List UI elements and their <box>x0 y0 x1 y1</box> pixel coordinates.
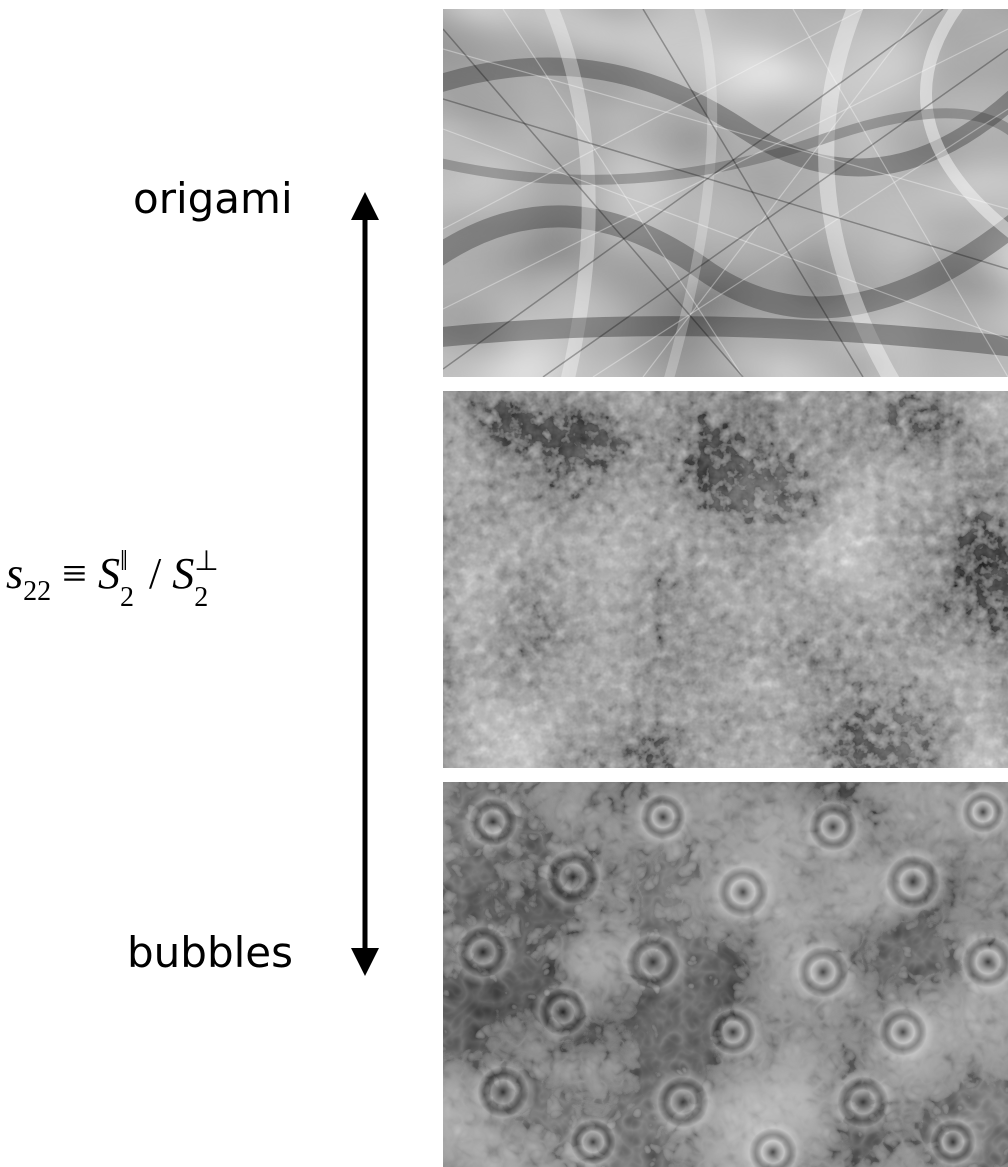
formula-lhs: s <box>6 549 24 598</box>
origami-texture-image <box>443 9 1008 377</box>
formula-numerator-sup: ‖ <box>119 546 128 577</box>
formula-numerator-scripts: ‖ 2 <box>120 548 138 612</box>
formula-numerator-sub: 2 <box>119 582 134 613</box>
formula-lhs-subscript: 22 <box>23 576 52 607</box>
bubbles-label: bubbles <box>127 928 293 977</box>
formula-denominator-scripts: ⊥ 2 <box>194 548 218 612</box>
formula-denominator: S <box>172 549 195 598</box>
s22-formula: s22 ≡ S ‖ 2 / S ⊥ 2 <box>6 548 219 612</box>
origami-label: origami <box>133 174 293 223</box>
formula-slash: / <box>148 549 162 598</box>
double-arrow-icon <box>351 192 379 976</box>
formula-equiv: ≡ <box>62 549 87 598</box>
formula-denominator-sup: ⊥ <box>194 546 219 577</box>
intermediate-texture-image <box>443 391 1008 768</box>
formula-numerator: S <box>97 549 120 598</box>
bubbles-texture-image <box>443 782 1008 1167</box>
formula-denominator-sub: 2 <box>194 582 209 613</box>
